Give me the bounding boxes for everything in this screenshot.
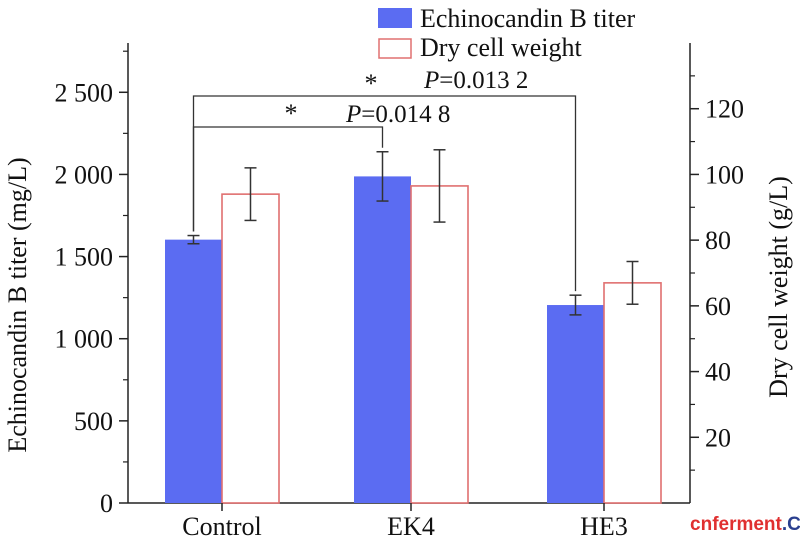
watermark-part-com: .COM bbox=[782, 514, 800, 535]
legend: Echinocandin B titer Dry cell weight bbox=[378, 4, 636, 62]
left-axis: 0 500 1 000 1 500 2 000 2 500 bbox=[55, 50, 128, 518]
x-tick-label: Control bbox=[182, 512, 261, 541]
right-tick-label: 100 bbox=[705, 160, 744, 189]
x-tick-label: EK4 bbox=[387, 512, 435, 541]
left-tick-label: 500 bbox=[74, 407, 113, 436]
right-tick-label: 60 bbox=[705, 292, 731, 321]
left-tick-label: 2 000 bbox=[55, 160, 114, 189]
p-value-he3-number: =0.013 2 bbox=[439, 67, 528, 94]
significance-annotations: * P=0.014 8* P=0.013 2 bbox=[192, 67, 577, 292]
watermark-part-cn: cn bbox=[690, 514, 712, 535]
right-tick-label: 80 bbox=[705, 226, 731, 255]
left-tick-label: 0 bbox=[100, 489, 113, 518]
legend-label-dcw: Dry cell weight bbox=[420, 33, 583, 62]
watermark-part-ferment: ferment bbox=[712, 514, 782, 535]
error-bars-group bbox=[187, 149, 639, 316]
p-value-ek4-number: =0.014 8 bbox=[361, 101, 450, 128]
watermark: cnferment.COM bbox=[690, 514, 800, 535]
left-axis-title: Echinocandin B titer (mg/L) bbox=[3, 157, 32, 452]
significance-star-ek4: * bbox=[285, 99, 298, 128]
legend-swatch-titer bbox=[378, 8, 412, 28]
left-tick-label: 2 500 bbox=[55, 78, 114, 107]
legend-label-titer: Echinocandin B titer bbox=[420, 4, 636, 33]
p-value-he3: P=0.013 2 bbox=[423, 67, 528, 94]
bar-titer-control bbox=[165, 239, 222, 503]
right-tick-label: 40 bbox=[705, 358, 731, 387]
bracket-control-ek4 bbox=[192, 126, 384, 232]
legend-swatch-dcw bbox=[378, 38, 412, 59]
p-value-he3-symbol: P bbox=[423, 67, 439, 94]
x-tick-label: HE3 bbox=[580, 512, 628, 541]
bar-dcw-he3 bbox=[603, 282, 662, 504]
bar-dcw-ek4 bbox=[410, 185, 469, 504]
significance-star-he3: * bbox=[365, 69, 378, 98]
left-tick-label: 1 500 bbox=[55, 243, 114, 272]
p-value-ek4-symbol: P bbox=[345, 101, 361, 128]
left-tick-label: 1 000 bbox=[55, 325, 114, 354]
right-tick-label: 20 bbox=[705, 423, 731, 452]
bar-titer-he3 bbox=[547, 305, 604, 503]
right-axis: 20 40 60 80 100 120 bbox=[690, 75, 744, 471]
right-axis-title: Dry cell weight (g/L) bbox=[764, 176, 793, 398]
bar-dcw-control bbox=[221, 193, 280, 504]
p-value-ek4: P=0.014 8 bbox=[345, 101, 450, 128]
bar-titer-ek4 bbox=[354, 176, 411, 503]
bars-group bbox=[165, 176, 662, 504]
x-axis: Control EK4 HE3 bbox=[182, 503, 628, 541]
right-tick-label: 120 bbox=[705, 95, 744, 124]
